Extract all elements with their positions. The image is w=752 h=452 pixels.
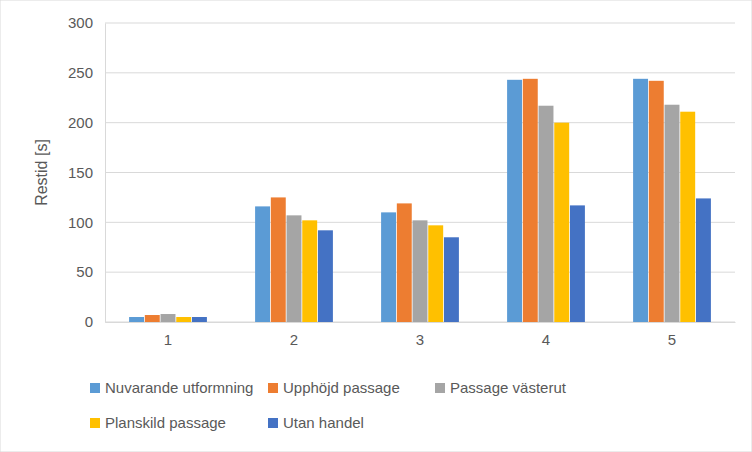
bar [444,237,459,322]
legend-item: Planskild passage [90,414,226,431]
legend: Nuvarande utformning Upphöjd passage Passa… [90,379,567,431]
bar [271,197,286,322]
x-tick-label: 1 [164,331,172,348]
bar [554,123,569,322]
x-tick-label: 5 [668,331,676,348]
bar [287,215,302,322]
legend-swatch [268,383,278,393]
x-tick-label: 4 [542,331,550,348]
bar [413,220,428,322]
y-tick-label: 250 [68,64,93,81]
bar [649,81,664,322]
plot: 0 50 100 150 200 250 300 1 2 3 4 5 [68,14,736,347]
y-tick-label: 0 [85,313,93,330]
bar [428,225,443,322]
bar [192,317,207,322]
legend-item: Utan handel [268,414,364,431]
bar [570,205,585,322]
bar-series [161,105,680,322]
x-tick-label: 3 [416,331,424,348]
y-axis-title: Restid [s] [33,139,50,206]
y-tick: 50 [76,263,105,280]
x-tick: 3 [416,322,424,348]
y-tick-label: 200 [68,114,93,131]
bar-series [145,79,664,322]
x-tick: 1 [164,322,172,348]
legend-label: Utan handel [283,414,364,431]
legend-swatch [268,418,278,428]
grid-line [105,23,735,24]
y-tick-label: 150 [68,164,93,181]
y-tick: 150 [68,164,105,181]
legend-label: Nuvarande utformning [105,379,253,396]
x-tick: 5 [668,322,676,348]
y-axis: 0 50 100 150 200 250 300 [68,14,106,330]
legend-item: Nuvarande utformning [90,379,253,396]
bar [696,198,711,322]
bar [523,79,538,322]
legend-item: Upphöjd passage [268,379,400,396]
y-tick: 100 [68,214,105,231]
x-tick: 2 [290,322,298,348]
y-tick: 300 [68,14,105,31]
y-tick-label: 300 [68,14,93,31]
bar [302,220,317,322]
bar-series [192,198,711,322]
y-axis-line [105,24,106,323]
y-tick: 0 [85,313,105,330]
bar [176,317,191,322]
legend-label: Planskild passage [105,414,226,431]
bar-series [129,79,648,322]
bar [539,106,554,322]
grid-line [105,72,735,73]
legend-label: Upphöjd passage [283,379,400,396]
bar [255,206,270,322]
x-axis-line [106,322,736,323]
bar [507,80,522,322]
bar [680,112,695,322]
bar [145,315,160,322]
legend-label: Passage västerut [450,379,567,396]
bar [161,314,176,322]
legend-item: Passage västerut [435,379,567,396]
legend-swatch [90,418,100,428]
grid [105,23,735,322]
legend-swatch [90,383,100,393]
bar [381,212,396,322]
bar [397,203,412,322]
y-tick-label: 100 [68,214,93,231]
x-axis: 1 2 3 4 5 [106,322,736,348]
chart: 0 50 100 150 200 250 300 1 2 3 4 5 Restid [s] Nuvaran… [0,0,752,452]
bar [318,230,333,322]
y-tick: 200 [68,114,105,131]
x-tick-label: 2 [290,331,298,348]
bars [129,79,711,322]
bar-series [176,112,695,322]
legend-swatch [435,383,445,393]
bar [665,105,680,322]
background [0,0,752,452]
y-tick-label: 50 [76,263,93,280]
bar [633,79,648,322]
bar [129,317,144,322]
x-tick: 4 [542,322,550,348]
y-tick: 250 [68,64,105,81]
